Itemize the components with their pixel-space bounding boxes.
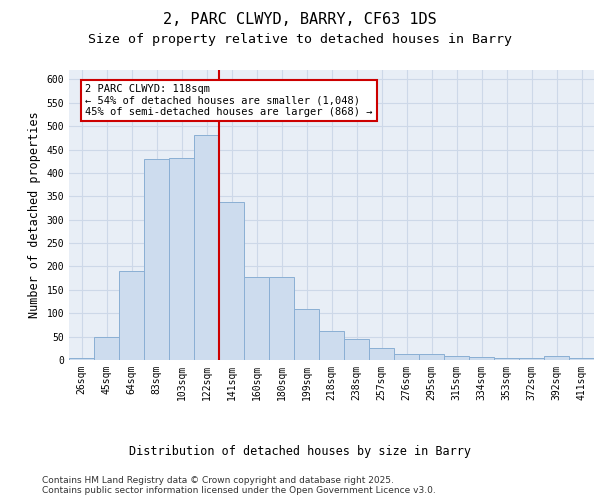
- Bar: [469, 356, 494, 360]
- Bar: [544, 356, 569, 360]
- Bar: [194, 136, 219, 360]
- Text: Size of property relative to detached houses in Barry: Size of property relative to detached ho…: [88, 32, 512, 46]
- Bar: [244, 276, 269, 360]
- Text: 2, PARC CLWYD, BARRY, CF63 1DS: 2, PARC CLWYD, BARRY, CF63 1DS: [163, 12, 437, 28]
- Bar: [69, 358, 94, 360]
- Bar: [269, 276, 294, 360]
- Bar: [519, 358, 544, 360]
- Bar: [119, 271, 144, 360]
- Text: Contains HM Land Registry data © Crown copyright and database right 2025.
Contai: Contains HM Land Registry data © Crown c…: [42, 476, 436, 495]
- Bar: [369, 348, 394, 360]
- Bar: [144, 159, 169, 360]
- Bar: [169, 158, 194, 360]
- Text: Distribution of detached houses by size in Barry: Distribution of detached houses by size …: [129, 444, 471, 458]
- Bar: [319, 331, 344, 360]
- Bar: [219, 202, 244, 360]
- Bar: [294, 310, 319, 360]
- Bar: [444, 356, 469, 360]
- Bar: [494, 358, 519, 360]
- Bar: [94, 336, 119, 360]
- Bar: [569, 358, 594, 360]
- Bar: [344, 339, 369, 360]
- Y-axis label: Number of detached properties: Number of detached properties: [28, 112, 41, 318]
- Bar: [419, 354, 444, 360]
- Text: 2 PARC CLWYD: 118sqm
← 54% of detached houses are smaller (1,048)
45% of semi-de: 2 PARC CLWYD: 118sqm ← 54% of detached h…: [85, 84, 373, 117]
- Bar: [394, 354, 419, 360]
